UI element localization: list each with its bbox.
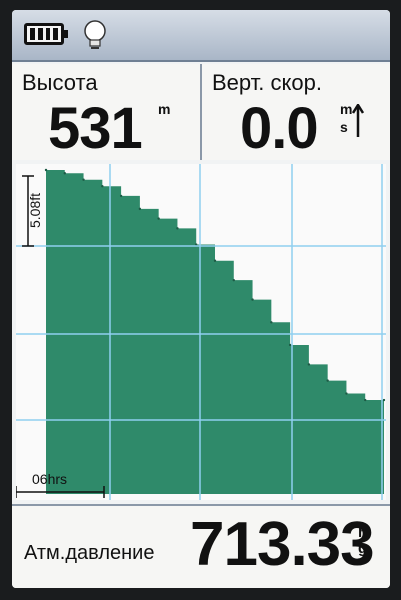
status-bar [12,10,390,62]
altitude-label: Высота [22,70,98,95]
x-scale-label: 06hrs [32,471,67,487]
elevation-point [176,227,179,230]
altitude-value: 531 [48,96,143,161]
elevation-point [232,278,235,282]
elevation-point [138,207,142,211]
elevation-point [326,379,329,382]
elevation-point [44,168,48,172]
arrow-up-icon [352,104,364,137]
elevation-point [345,392,348,395]
altitude-unit: m [158,101,171,117]
vertical-speed-value: 0.0 [240,96,319,161]
elevation-point [82,178,85,181]
elevation-point [101,185,104,188]
elevation-point [364,398,367,402]
elevation-point [288,343,292,347]
elevation-point [251,298,254,301]
elevation-area [46,170,384,494]
elevation-point [307,363,311,366]
vertical-speed-unit-bottom: s [340,119,348,135]
pressure-unit-top: h [358,524,368,541]
vertical-speed-field[interactable]: Верт. скор. 0.0 m s [202,64,390,160]
vertical-speed-unit-top: m [340,101,353,117]
elevation-point [195,243,198,246]
battery-full-icon [24,23,68,45]
y-scale-label: 5.08ft [27,193,43,228]
elevation-point [157,217,160,220]
elevation-plot[interactable]: 5.08ft 06hrs [15,164,386,500]
elevation-point [119,194,123,198]
altitude-field[interactable]: Высота 531 m [12,64,202,160]
pressure-field[interactable]: Атм.давление 713.33 h g [12,504,390,588]
elevation-point [382,398,386,402]
elevation-point [63,172,66,175]
device-screen: Высота 531 m Верт. скор. 0.0 m s 5.08ft 0… [12,10,390,588]
elevation-point [270,321,273,324]
elevation-chart: 5.08ft 06hrs [15,164,386,500]
pressure-label: Атм.давление [24,542,155,564]
elevation-point [213,259,217,262]
pressure-unit-bottom: g [358,540,368,557]
pressure-value: 713.33 [190,510,375,579]
lightbulb-icon[interactable] [80,18,110,52]
vertical-speed-label: Верт. скор. [212,70,322,95]
